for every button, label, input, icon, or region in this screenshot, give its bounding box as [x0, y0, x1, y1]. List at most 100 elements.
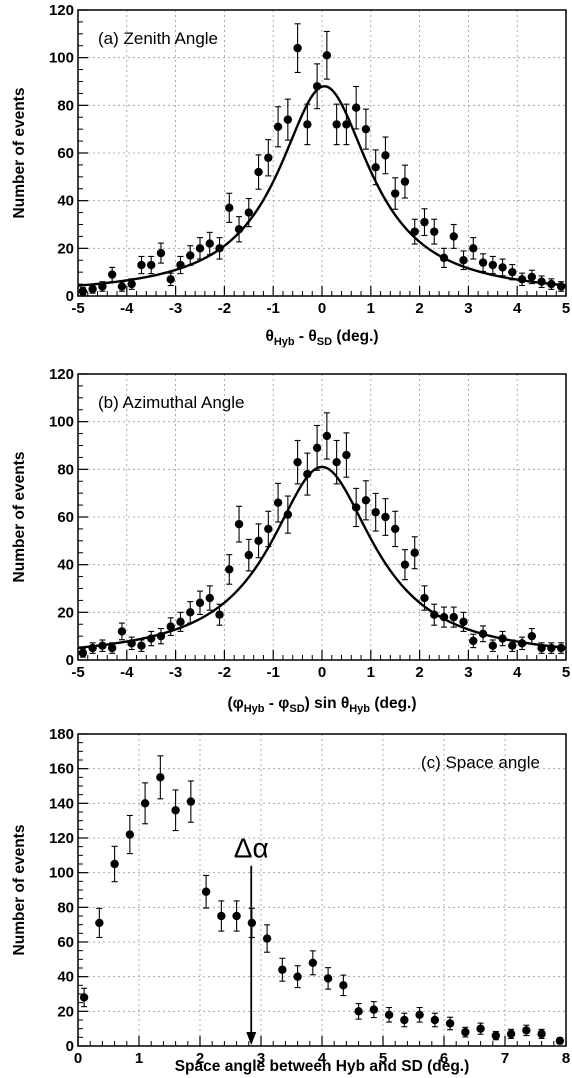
- y-tick-label: 100: [49, 414, 74, 431]
- data-point: [478, 625, 488, 643]
- data-point: [156, 627, 166, 645]
- data-point: [384, 1006, 394, 1023]
- marker: [98, 282, 107, 291]
- y-tick-label: 180: [49, 726, 74, 743]
- data-point: [459, 250, 468, 271]
- marker: [445, 1019, 455, 1028]
- marker: [171, 806, 180, 815]
- data-point: [303, 452, 312, 496]
- data-point: [117, 281, 127, 292]
- y-tick-label: 100: [49, 865, 74, 882]
- marker: [186, 608, 195, 617]
- marker: [430, 227, 439, 236]
- marker: [95, 918, 104, 928]
- marker: [283, 510, 293, 519]
- panel-label: (b) Azimuthal Angle: [98, 393, 244, 412]
- data-point: [410, 536, 419, 570]
- data-point: [88, 642, 97, 654]
- data-point: [491, 1030, 501, 1041]
- marker: [508, 641, 517, 650]
- marker: [166, 622, 175, 631]
- x-tick-label: 3: [257, 1050, 265, 1067]
- marker: [117, 282, 127, 291]
- data-point: [186, 780, 196, 823]
- data-point: [283, 495, 293, 534]
- marker: [517, 275, 527, 284]
- marker: [273, 498, 283, 507]
- data-point: [351, 487, 361, 528]
- data-point: [361, 108, 371, 150]
- y-axis-title: Number of events: [11, 452, 28, 583]
- marker: [459, 256, 468, 265]
- data-point: [488, 639, 497, 652]
- marker: [491, 1031, 501, 1040]
- data-point: [476, 1022, 485, 1035]
- marker: [322, 51, 332, 60]
- x-tick-label: -5: [71, 300, 84, 317]
- marker: [556, 643, 566, 653]
- panel-label: (a) Zenith Angle: [98, 29, 218, 48]
- data-point: [420, 585, 429, 611]
- x-tick-label: -1: [267, 664, 280, 681]
- marker: [476, 1024, 485, 1033]
- data-point: [469, 237, 478, 260]
- x-tick-label: 5: [562, 300, 570, 317]
- x-tick-label: 1: [135, 1050, 143, 1067]
- marker: [205, 239, 214, 248]
- plot-frame: [77, 373, 567, 661]
- data-point: [147, 630, 156, 647]
- marker: [137, 260, 146, 270]
- data-point: [371, 492, 380, 532]
- y-tick-label: 100: [49, 50, 74, 67]
- marker: [303, 120, 312, 129]
- y-tick-label: 40: [57, 969, 74, 986]
- plot-frame: [77, 9, 567, 297]
- marker: [137, 641, 146, 650]
- data-point: [522, 1024, 531, 1037]
- x-tick-label: 4: [513, 300, 522, 317]
- data-point: [262, 924, 272, 953]
- data-point: [244, 197, 253, 228]
- marker: [264, 524, 273, 534]
- data-point: [215, 237, 224, 260]
- data-point: [361, 480, 371, 521]
- marker: [547, 643, 556, 653]
- data-point: [201, 874, 211, 909]
- marker: [555, 1036, 565, 1046]
- marker: [400, 177, 410, 186]
- data-point: [125, 814, 135, 855]
- marker: [117, 627, 127, 636]
- data-point: [127, 636, 136, 651]
- marker: [449, 612, 458, 622]
- data-point: [420, 208, 429, 237]
- marker: [420, 217, 429, 227]
- y-tick-label: 0: [66, 652, 74, 669]
- data-point: [215, 603, 224, 626]
- data-point: [234, 216, 244, 243]
- marker: [127, 279, 136, 289]
- data-point: [79, 987, 89, 1008]
- marker: [225, 565, 234, 574]
- data-point: [273, 106, 283, 148]
- marker: [195, 244, 205, 253]
- data-point: [98, 281, 107, 292]
- x-tick-label: 1: [367, 664, 375, 681]
- marker: [527, 272, 537, 282]
- data-point: [400, 549, 410, 581]
- marker: [88, 284, 97, 294]
- marker: [488, 641, 497, 650]
- marker: [293, 972, 302, 981]
- data-point: [527, 269, 537, 285]
- data-point: [323, 967, 333, 990]
- y-tick-label: 20: [57, 604, 74, 621]
- marker: [400, 560, 410, 569]
- marker: [225, 203, 234, 213]
- marker: [522, 1026, 531, 1035]
- marker: [234, 225, 244, 234]
- x-tick-label: 4: [513, 664, 522, 681]
- marker: [339, 981, 348, 990]
- data-point: [312, 63, 322, 110]
- data-point: [217, 900, 226, 932]
- marker: [293, 43, 302, 53]
- marker: [156, 773, 165, 782]
